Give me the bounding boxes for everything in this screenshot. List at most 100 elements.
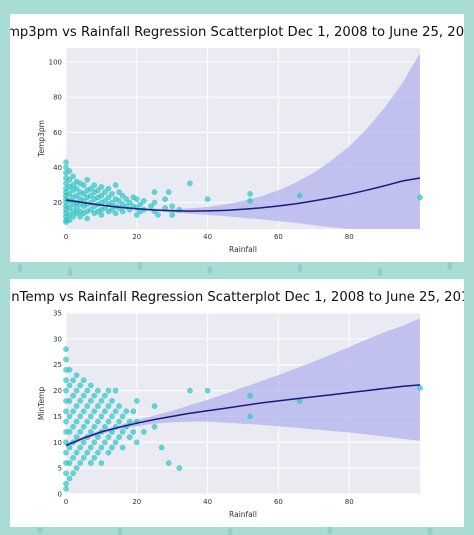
scatter-point (84, 387, 90, 394)
scatter-point (102, 439, 108, 446)
scatter-point (88, 206, 94, 213)
scatter-point (109, 413, 115, 420)
scatter-point (73, 449, 80, 456)
scatter-point (70, 408, 76, 415)
scatter-point (63, 356, 69, 363)
scatter-point (112, 387, 119, 394)
scatter-point (98, 212, 105, 218)
scatter-point (417, 385, 423, 391)
scatter-point (119, 444, 126, 451)
scatter-point (66, 475, 73, 482)
scatter-point (66, 367, 73, 373)
y-tick-label: 5 (58, 465, 62, 473)
scatter-point (98, 192, 105, 199)
scatter-point (80, 423, 87, 430)
scatter-point (63, 346, 69, 352)
scatter-point (134, 212, 140, 218)
scatter-point (66, 460, 73, 466)
scatter-point (63, 387, 69, 394)
scatter-point (77, 382, 83, 389)
scatter-point (80, 439, 87, 446)
scatter-point (141, 429, 147, 435)
scatter-point (296, 192, 303, 199)
x-axis-label: Rainfall (229, 510, 257, 519)
scatter-point (247, 198, 253, 204)
scatter-point (91, 454, 98, 461)
scatter-point (66, 398, 73, 404)
scatter-point (204, 196, 211, 202)
scatter-point (98, 444, 105, 451)
scatter-point (105, 387, 112, 394)
scatter-point (95, 449, 101, 456)
scatter-point (63, 418, 69, 425)
scatter-point (247, 413, 253, 420)
scatter-point (63, 377, 69, 383)
background-dot (377, 268, 383, 276)
x-tick-label: 80 (345, 498, 354, 506)
scatter-point (158, 444, 165, 451)
x-tick-label: 20 (132, 233, 141, 241)
scatter-point (77, 444, 83, 451)
scatter-point (84, 418, 90, 425)
scatter-point (112, 182, 119, 188)
scatter-point (73, 434, 80, 440)
scatter-point (105, 185, 112, 192)
scatter-point (95, 418, 101, 425)
scatter-point (98, 398, 105, 404)
y-axis-label: Temp3pm (37, 120, 46, 158)
y-tick-label: 80 (53, 94, 62, 102)
scatter-point (80, 182, 87, 188)
scatter-point (119, 208, 126, 215)
scatter-point (77, 213, 83, 220)
scatter-point (88, 398, 94, 404)
scatter-point (80, 454, 87, 461)
scatter-point (169, 203, 175, 209)
scatter-point (66, 217, 73, 223)
y-tick-label: 10 (53, 439, 62, 447)
scatter-point (176, 465, 183, 471)
scatter-point (105, 434, 112, 440)
scatter-point (105, 194, 112, 201)
scatter-point (88, 185, 94, 192)
scatter-point (109, 398, 115, 404)
scatter-point (84, 176, 90, 183)
scatter-point (105, 418, 112, 425)
scatter-point (116, 198, 122, 204)
scatter-point (63, 485, 69, 492)
x-tick-label: 20 (132, 498, 141, 506)
scatter-point (109, 199, 115, 206)
background-dot (427, 527, 433, 535)
scatter-point (98, 183, 105, 190)
regression-line (65, 177, 421, 212)
scatter-point (80, 408, 87, 415)
chart-panel-temp3pm: Temp3pm vs Rainfall Regression Scatterpl… (10, 14, 464, 262)
scatter-point (165, 189, 172, 195)
scatter-point (70, 173, 76, 180)
scatter-point (151, 199, 158, 206)
chart-mintemp-vs-rainfall: MinTemp vs Rainfall Regression Scatterpl… (10, 290, 464, 519)
scatter-point (63, 159, 69, 165)
chart-temp3pm-vs-rainfall: Temp3pm vs Rainfall Regression Scatterpl… (10, 25, 464, 254)
scatter-point (70, 213, 76, 220)
scatter-point (119, 192, 126, 199)
scatter-point (84, 403, 90, 409)
scatter-point (123, 408, 129, 415)
background-dot (17, 264, 23, 272)
scatter-point (70, 377, 76, 383)
chart-panel-mintemp: MinTemp vs Rainfall Regression Scatterpl… (10, 279, 464, 527)
scatter-point (66, 205, 73, 211)
scatter-point (98, 460, 105, 466)
scatter-point (91, 408, 98, 415)
scatter-point (88, 413, 94, 420)
scatter-point (137, 201, 144, 208)
x-tick-label: 60 (274, 233, 283, 241)
scatter-point (112, 210, 119, 216)
y-tick-label: 35 (53, 310, 62, 318)
scatter-point (148, 203, 154, 209)
scatter-point (116, 418, 122, 425)
scatter-point (112, 439, 119, 446)
scatter-point (116, 434, 122, 440)
scatter-point (70, 423, 76, 430)
x-tick-label: 0 (64, 233, 68, 241)
scatter-point (134, 398, 140, 404)
